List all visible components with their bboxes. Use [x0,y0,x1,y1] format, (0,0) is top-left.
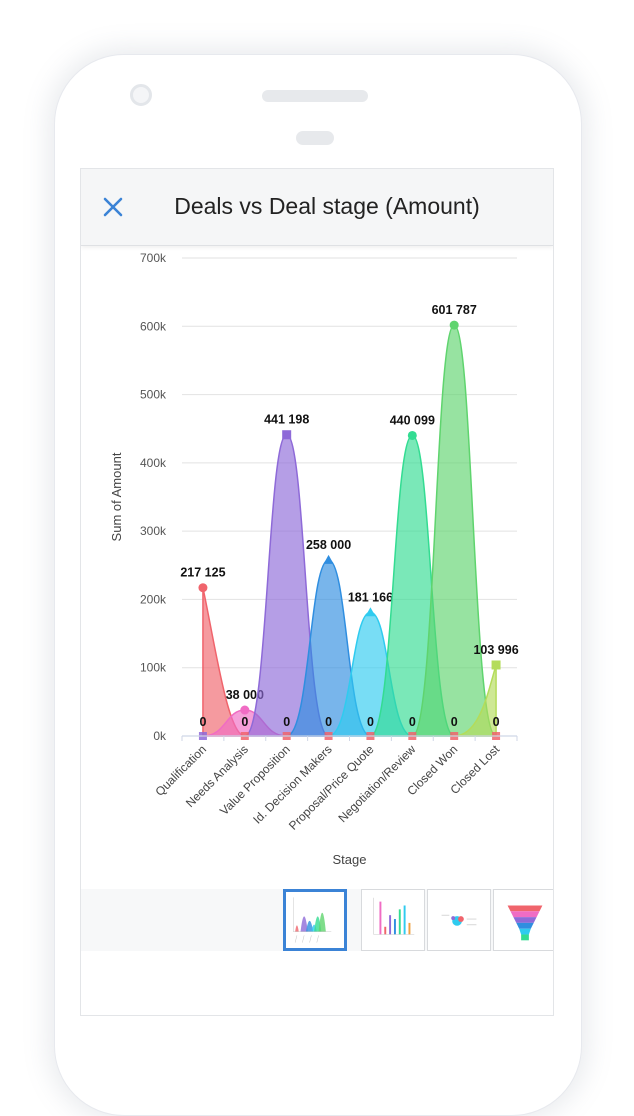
y-tick-label: 600k [140,319,167,333]
x-axis-label: Stage [333,852,367,867]
data-label: 601 787 [432,303,477,317]
peak-marker [282,430,292,440]
phone-sensor [296,131,334,145]
funnel-chart-thumb-icon [507,905,543,941]
zero-label: 0 [451,715,458,729]
peak-marker [491,660,501,670]
zero-label: 0 [367,715,374,729]
zero-label: 0 [241,715,248,729]
x-tick-label: Negotiation/Review [335,742,418,825]
y-tick-label: 400k [140,456,167,470]
y-tick-label: 500k [140,388,167,402]
x-tick-label: Id. Decision Makers [250,742,334,826]
phone-speaker [262,90,368,102]
zero-label: 0 [199,715,206,729]
y-tick-label: 0k [153,729,167,743]
close-icon [103,197,123,217]
zero-label: 0 [283,715,290,729]
close-button[interactable] [99,193,127,221]
peak-marker [365,607,376,617]
zero-label: 0 [409,715,416,729]
y-tick-label: 200k [140,592,167,606]
peak-marker [323,554,334,564]
area-chart-thumb-icon [293,897,332,943]
data-label: 440 099 [390,413,435,427]
peak-marker [407,430,417,440]
bar-chart-thumb[interactable] [361,889,425,951]
funnel-chart-thumb[interactable] [493,889,553,951]
y-tick-label: 700k [140,251,167,265]
chart-type-strip [81,889,553,951]
area-chart-thumb[interactable] [283,889,347,951]
front-camera [130,84,152,106]
data-label: 38 000 [226,688,264,702]
chart-header: Deals vs Deal stage (Amount) [81,169,553,246]
zero-label: 0 [325,715,332,729]
y-tick-label: 300k [140,524,167,538]
bar-chart-thumb-icon [373,897,415,935]
zero-label: 0 [493,715,500,729]
area-chart: 0k 100k 200k 300k 400k 500k 600k 700k Sum of Amo… [109,251,519,867]
data-label: 217 125 [180,566,225,580]
peak-marker [449,320,459,330]
y-tick-label: 100k [140,661,167,675]
y-axis-label: Sum of Amount [109,452,124,541]
chart-area: 0k 100k 200k 300k 400k 500k 600k 700k Sum of Amo… [81,247,553,887]
scatter-chart-thumb[interactable] [427,889,491,951]
page-title: Deals vs Deal stage (Amount) [174,193,480,219]
app-screen: Deals vs Deal stage (Amount) 0k 100k 200k 3… [80,168,554,1016]
peak-marker [240,705,250,715]
data-label: 181 166 [348,590,393,604]
data-label: 441 198 [264,413,309,427]
peak-marker [198,583,208,593]
data-label: 103 996 [473,643,518,657]
data-label: 258 000 [306,538,351,552]
scatter-chart-thumb-icon [441,914,477,926]
